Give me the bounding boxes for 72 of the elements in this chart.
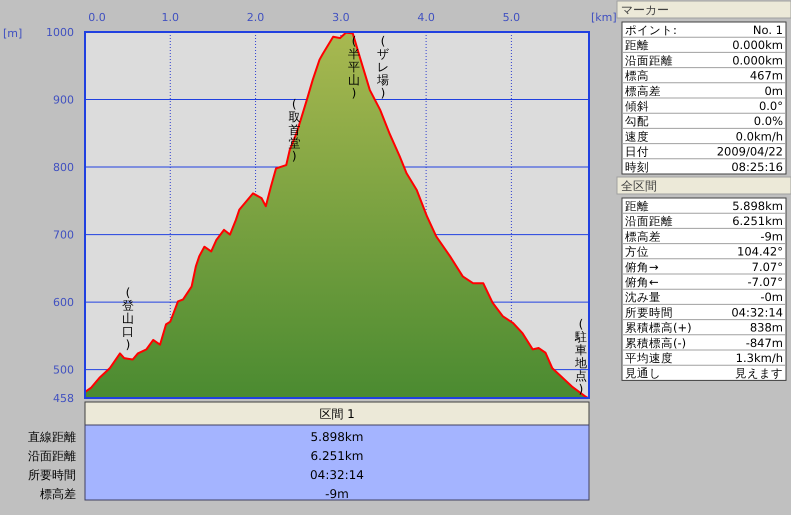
y-tick-label: 700 [53, 228, 74, 242]
text: 平均速度 [625, 351, 673, 365]
text: 時刻 [625, 160, 649, 174]
text: 直線距離 [28, 430, 76, 444]
y-tick-label: 1000 [46, 26, 74, 39]
text: -9m [760, 229, 783, 244]
text: 沿面距離 [625, 214, 673, 228]
text: 5.898km [732, 199, 783, 213]
text: 速度 [625, 129, 649, 144]
text: 6.251km [732, 214, 783, 228]
text: 標高差 [625, 229, 661, 244]
text: -0m [760, 290, 783, 304]
text: 累積標高(-) [625, 336, 686, 350]
annotation: (登山口) [122, 285, 134, 352]
y-tick-label: 600 [53, 296, 74, 310]
text: 見通し [625, 366, 661, 380]
text: 838m [750, 320, 783, 335]
text: 08:25:16 [731, 160, 783, 174]
text: 7.07° [752, 260, 783, 274]
text: 467m [750, 68, 783, 83]
text: 日付 [625, 144, 649, 159]
x-tick-label: 3.0 [332, 11, 350, 24]
text: 6.251km [310, 449, 364, 463]
text: 04:32:14 [310, 468, 364, 482]
text: マーカー [621, 3, 669, 17]
text: 0.0km/h [736, 129, 783, 144]
y-tick-label: 500 [53, 364, 74, 377]
text: 沿面距離 [625, 53, 673, 68]
text: 所要時間 [625, 305, 673, 320]
text: 5.898km [310, 430, 364, 444]
x-axis-title: [km] [591, 11, 617, 24]
text: 勾配 [625, 114, 649, 128]
text: 1.3km/h [736, 351, 783, 365]
text: 0.0° [758, 99, 783, 113]
x-tick-label: 5.0 [502, 11, 520, 24]
text: 距離 [625, 38, 649, 52]
text: 104.42° [737, 244, 783, 259]
y-tick-label: 900 [53, 94, 74, 107]
text: 傾斜 [625, 99, 649, 113]
text: 沈み量 [625, 290, 661, 304]
text: 区間 1 [319, 407, 355, 421]
text: 距離 [625, 199, 649, 213]
text: 0.000km [732, 53, 783, 68]
text: 04:32:14 [731, 305, 783, 320]
text: 標高 [625, 68, 649, 83]
x-tick-label: 2.0 [246, 11, 264, 24]
y-tick-label: 458 [53, 392, 74, 405]
x-tick-label: 1.0 [162, 11, 180, 24]
text: 0m [764, 84, 783, 98]
text: 0.0% [754, 114, 784, 128]
x-tick-label: 4.0 [417, 11, 435, 24]
text: 俯角→ [625, 260, 659, 274]
text: -847m [746, 336, 783, 350]
text: 見えます [735, 366, 783, 380]
text: 標高差 [40, 487, 76, 501]
text: No. 1 [752, 23, 783, 37]
text: 全区間 [621, 179, 657, 193]
text: 方位 [625, 244, 649, 259]
text: ポイント: [625, 23, 677, 37]
annotation: (ザレ場) [376, 34, 389, 100]
text: 所要時間 [28, 468, 76, 482]
text: -9m [325, 487, 349, 501]
text: 0.000km [732, 38, 783, 52]
text: 俯角← [625, 275, 659, 289]
x-tick-label: 0.0 [88, 11, 106, 24]
text: 2009/04/22 [716, 144, 783, 159]
y-axis-title: [m] [3, 27, 22, 40]
text: 沿面距離 [28, 449, 76, 463]
text: 累積標高(+) [625, 320, 692, 335]
y-tick-label: 800 [53, 161, 74, 174]
text: 標高差 [625, 84, 661, 98]
text: -7.07° [747, 275, 783, 289]
